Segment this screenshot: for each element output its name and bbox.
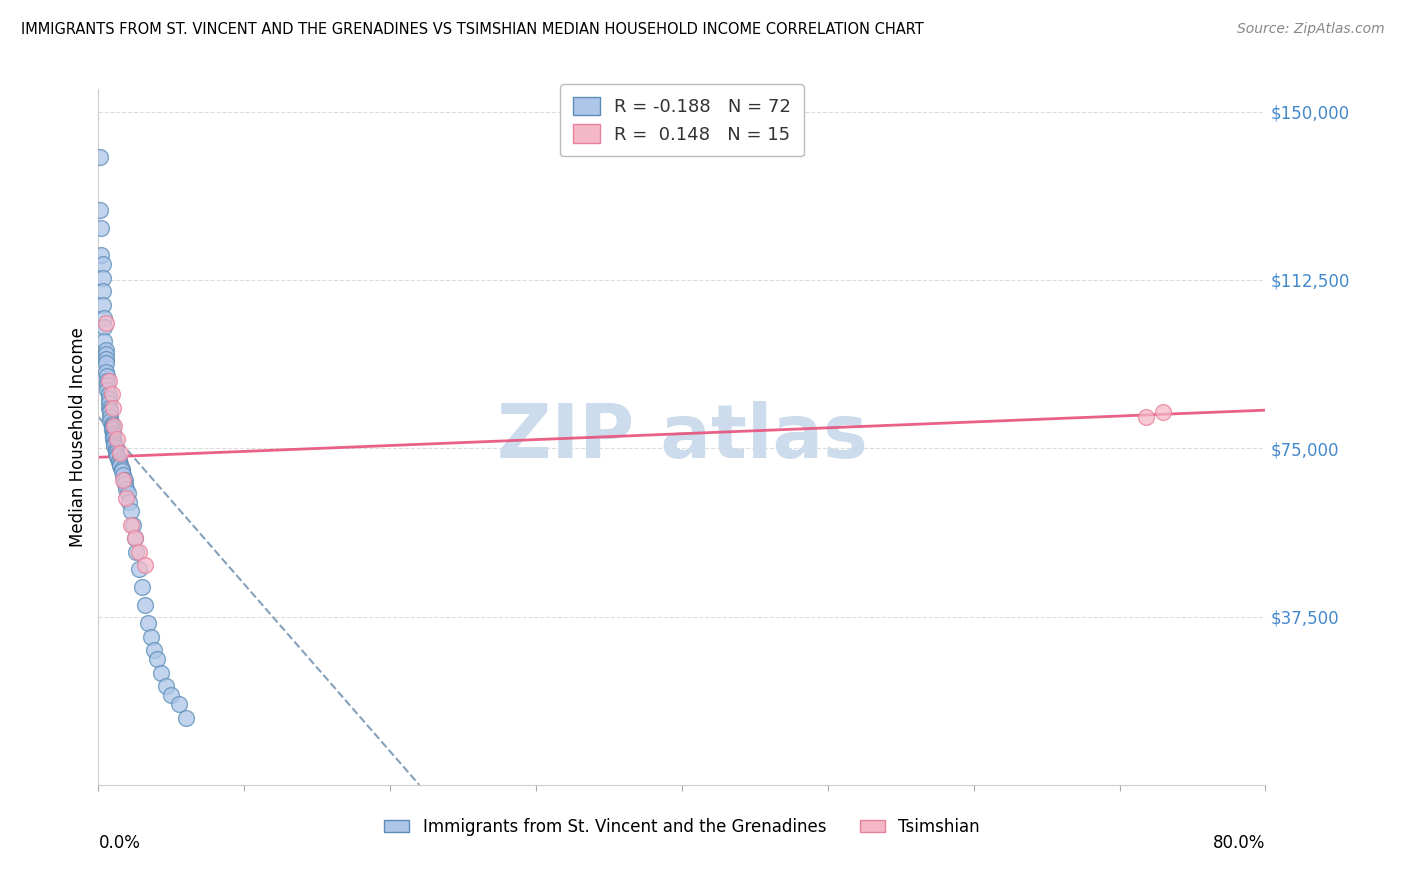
Point <box>100 387 122 401</box>
Point <box>93 311 115 326</box>
Point <box>100 421 122 435</box>
Point <box>97 396 120 410</box>
Point <box>94 356 117 370</box>
Point <box>89 203 111 218</box>
Point <box>108 452 131 467</box>
Point <box>142 643 165 657</box>
Point <box>94 316 117 330</box>
Point <box>100 423 122 437</box>
Point <box>114 477 136 491</box>
Point <box>96 378 118 392</box>
Point <box>114 473 136 487</box>
Text: Source: ZipAtlas.com: Source: ZipAtlas.com <box>1237 22 1385 37</box>
Point <box>105 433 128 447</box>
Point <box>136 616 159 631</box>
Point <box>122 517 145 532</box>
Point <box>96 369 118 384</box>
Point <box>155 679 177 693</box>
Point <box>94 365 117 379</box>
Point <box>112 473 135 487</box>
Point <box>94 343 117 357</box>
Point <box>98 409 121 424</box>
Point <box>100 418 122 433</box>
Point <box>101 433 124 447</box>
Legend: Immigrants from St. Vincent and the Grenadines, Tsimshian: Immigrants from St. Vincent and the Gren… <box>378 812 986 843</box>
Point <box>110 446 132 460</box>
Text: IMMIGRANTS FROM ST. VINCENT AND THE GRENADINES VS TSIMSHIAN MEDIAN HOUSEHOLD INC: IMMIGRANTS FROM ST. VINCENT AND THE GREN… <box>21 22 924 37</box>
Point <box>97 374 120 388</box>
Point <box>103 434 125 449</box>
Point <box>124 531 146 545</box>
Point <box>98 405 121 419</box>
Point <box>98 414 121 428</box>
Point <box>100 417 122 431</box>
Point <box>97 387 120 401</box>
Point <box>115 491 138 505</box>
Point <box>101 401 124 415</box>
Text: 80.0%: 80.0% <box>1213 834 1265 852</box>
Point <box>101 425 124 440</box>
Point <box>134 558 156 572</box>
Point <box>131 581 153 595</box>
Point <box>90 248 112 262</box>
Point <box>146 652 169 666</box>
Point <box>108 455 131 469</box>
Point <box>111 464 134 478</box>
Point <box>167 697 190 711</box>
Point <box>90 221 112 235</box>
Point <box>91 284 114 298</box>
Point <box>150 665 173 680</box>
Point <box>110 457 132 471</box>
Point <box>91 298 114 312</box>
Point <box>174 711 197 725</box>
Y-axis label: Median Household Income: Median Household Income <box>69 327 87 547</box>
Point <box>97 401 120 415</box>
Point <box>110 459 132 474</box>
Point <box>98 403 121 417</box>
Text: ZIP atlas: ZIP atlas <box>496 401 868 474</box>
Point <box>124 531 146 545</box>
Point <box>89 149 111 163</box>
Point <box>104 443 127 458</box>
Point <box>117 486 139 500</box>
Point <box>103 418 125 433</box>
Point <box>134 599 156 613</box>
Point <box>93 320 115 334</box>
Point <box>101 430 124 444</box>
Point <box>94 351 117 366</box>
Point <box>91 257 114 271</box>
Point <box>96 374 118 388</box>
Point <box>96 383 118 397</box>
Point <box>104 442 127 456</box>
Point <box>128 544 150 558</box>
Point <box>93 334 115 348</box>
Point <box>104 446 127 460</box>
Point <box>118 495 141 509</box>
Point <box>105 448 128 462</box>
Point <box>97 392 120 406</box>
Point <box>120 517 142 532</box>
Point <box>101 427 124 442</box>
Point <box>120 504 142 518</box>
Point <box>139 630 162 644</box>
Point <box>1135 409 1157 424</box>
Point <box>111 461 134 475</box>
Point <box>103 437 125 451</box>
Point <box>105 450 128 465</box>
Point <box>115 482 138 496</box>
Point <box>128 562 150 576</box>
Text: 0.0%: 0.0% <box>98 834 141 852</box>
Point <box>112 468 135 483</box>
Point <box>125 544 148 558</box>
Point <box>160 688 183 702</box>
Point <box>1152 405 1174 419</box>
Point <box>103 439 125 453</box>
Point <box>94 347 117 361</box>
Point <box>91 270 114 285</box>
